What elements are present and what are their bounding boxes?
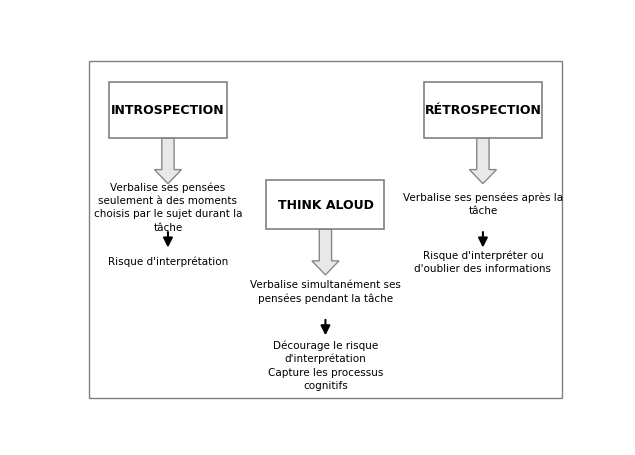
Text: THINK ALOUD: THINK ALOUD <box>277 199 373 212</box>
Text: Risque d'interpréter ou
d'oublier des informations: Risque d'interpréter ou d'oublier des in… <box>415 249 551 273</box>
Text: Risque d'interprétation: Risque d'interprétation <box>108 256 228 267</box>
Polygon shape <box>154 139 182 184</box>
Text: RÉTROSPECTION: RÉTROSPECTION <box>424 104 542 117</box>
Text: Verbalise ses pensées après la
tâche: Verbalise ses pensées après la tâche <box>403 192 563 215</box>
Bar <box>109 83 227 139</box>
Text: Décourage le risque
d'interprétation
Capture les processus
cognitifs: Décourage le risque d'interprétation Cap… <box>268 339 383 390</box>
Polygon shape <box>469 139 497 184</box>
Text: Verbalise ses pensées
seulement à des moments
choisis par le sujet durant la
tâc: Verbalise ses pensées seulement à des mo… <box>94 182 242 232</box>
Bar <box>424 83 542 139</box>
Text: INTROSPECTION: INTROSPECTION <box>111 104 225 117</box>
Polygon shape <box>312 230 339 275</box>
Text: Verbalise simultanément ses
pensées pendant la tâche: Verbalise simultanément ses pensées pend… <box>250 279 401 303</box>
Bar <box>267 181 385 230</box>
